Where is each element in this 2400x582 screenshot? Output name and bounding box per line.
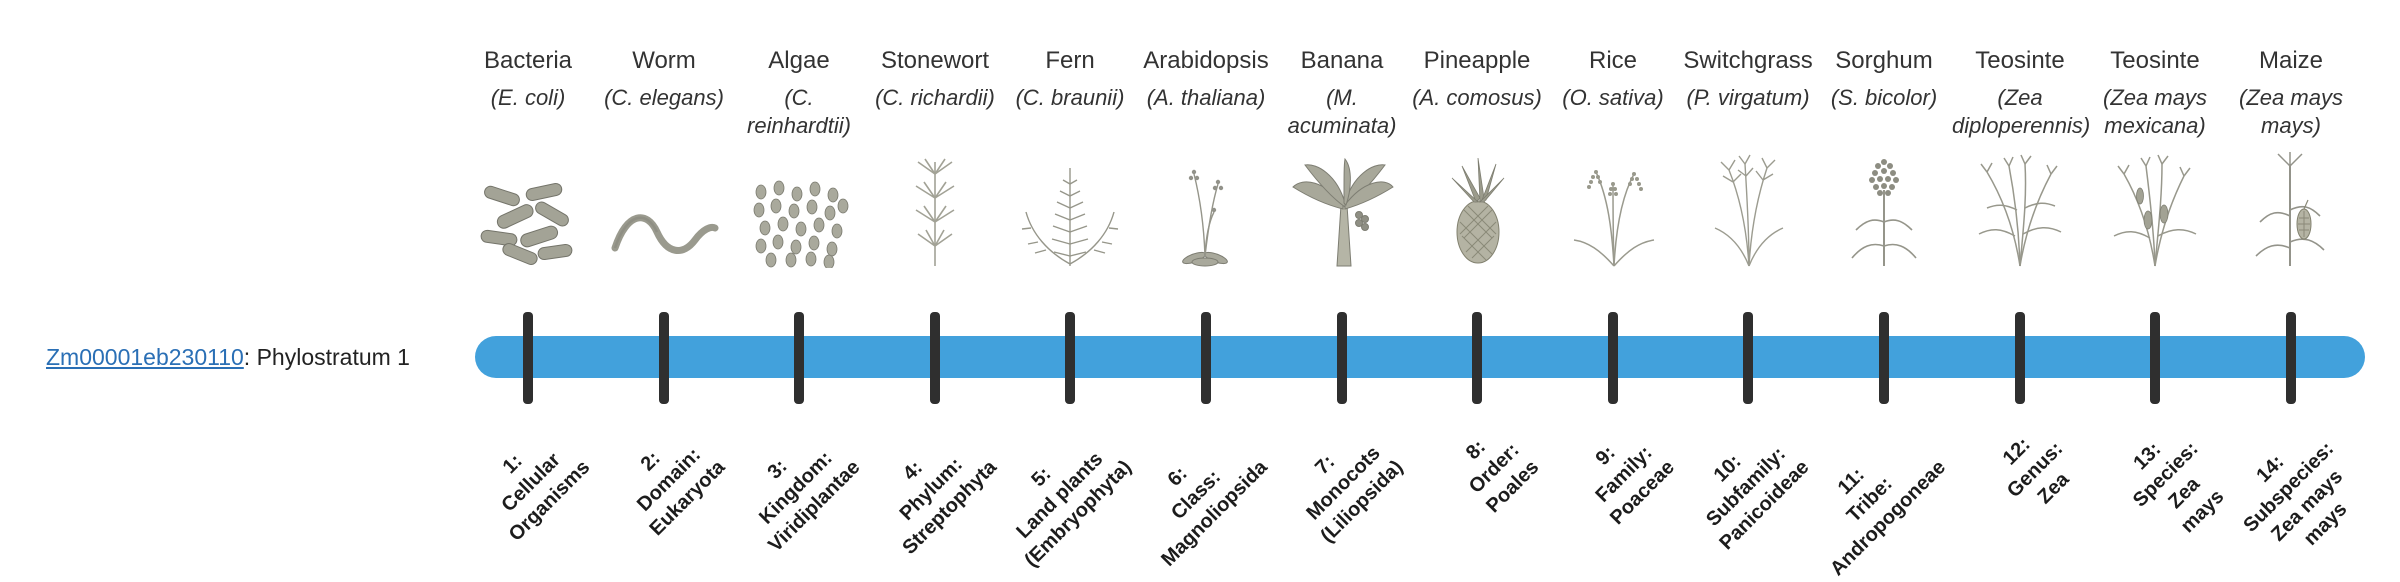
timeline-tick <box>2150 312 2160 404</box>
organism-scientific-name: (C. elegans) <box>604 85 724 110</box>
organism-common-name: Arabidopsis <box>1143 47 1269 74</box>
phylostratum-bar <box>475 336 2365 378</box>
organism-column: Pineapple (A. comosus) <box>1409 46 1545 268</box>
sorghum-illustration <box>1816 150 1952 268</box>
organism-common-name: Pineapple <box>1423 47 1531 74</box>
rice-illustration <box>1545 150 1681 268</box>
organism-scientific-name: (Zea diploperennis) <box>1952 85 2091 138</box>
stratum-label: 9: Family: Poaceae <box>1591 441 1679 530</box>
bacteria-illustration <box>460 150 596 268</box>
organism-column: Rice (O. sativa) <box>1545 46 1681 268</box>
pineapple-illustration <box>1409 150 1545 268</box>
organism-common-name: Teosinte <box>2110 47 2200 74</box>
organism-scientific-name: (S. bicolor) <box>1830 85 1938 110</box>
organism-scientific-name: (C. reinhardtii) <box>747 85 851 138</box>
gene-link[interactable]: Zm00001eb230110 <box>46 344 244 370</box>
stratum-label: 3: Kingdom: Viridiplantae <box>755 447 865 557</box>
organism-common-name: Banana <box>1300 47 1384 74</box>
timeline-tick <box>659 312 669 404</box>
teosinte-diploperennis-illustration <box>1952 150 2088 268</box>
stratum-label: 1: Cellular Organisms <box>496 448 594 546</box>
organism-common-name: Maize <box>2258 47 2324 74</box>
organism-column: Switchgrass (P. virgatum) <box>1680 46 1816 268</box>
organism-common-name: Stonewort <box>880 47 990 74</box>
organism-column: Banana (M. acuminata) <box>1274 46 1410 268</box>
fern-illustration <box>1002 150 1138 268</box>
organism-scientific-name: (E. coli) <box>490 85 566 110</box>
organism-column: Maize (Zea mays mays) <box>2223 46 2359 268</box>
organism-column: Teosinte (Zea diploperennis) <box>1952 46 2091 268</box>
organism-common-name: Rice <box>1588 47 1637 74</box>
maize-illustration <box>2223 150 2359 268</box>
organism-common-name: Bacteria <box>483 47 573 74</box>
timeline-tick <box>794 312 804 404</box>
timeline-tick <box>1743 312 1753 404</box>
stratum-label: 7: Monocots (Liliopsida) <box>1302 442 1408 548</box>
stonewort-illustration <box>867 150 1003 268</box>
organism-column: Sorghum (S. bicolor) <box>1816 46 1952 268</box>
organism-scientific-name: (O. sativa) <box>1562 85 1664 110</box>
organism-scientific-name: (Zea mays mexicana) <box>2103 85 2207 138</box>
organism-scientific-name: (C. braunii) <box>1015 85 1125 110</box>
timeline-tick <box>1608 312 1618 404</box>
timeline-tick <box>1337 312 1347 404</box>
organism-common-name: Fern <box>1045 47 1095 74</box>
timeline-tick <box>1065 312 1075 404</box>
timeline-tick <box>1879 312 1889 404</box>
organism-scientific-name: (P. virgatum) <box>1686 85 1810 110</box>
organism-column: Arabidopsis (A. thaliana) <box>1138 46 1274 268</box>
arabidopsis-illustration <box>1138 150 1274 268</box>
gene-phylostratum-label: Zm00001eb230110: Phylostratum 1 <box>46 344 410 371</box>
algae-illustration <box>731 150 867 268</box>
stratum-label: 11: Tribe: Andropogoneae <box>1825 456 1950 581</box>
organism-column: Bacteria (E. coli) <box>460 46 596 268</box>
organism-scientific-name: (A. thaliana) <box>1146 85 1266 110</box>
phylostratum-text: : Phylostratum 1 <box>243 344 410 370</box>
organism-common-name: Sorghum <box>1835 47 1933 74</box>
organism-common-name: Algae <box>768 47 830 74</box>
stratum-label: 14: Subspecies: Zea mays mays <box>2239 437 2352 550</box>
stratum-label: 2: Domain: Eukaryota <box>633 443 730 541</box>
organism-column: Fern (C. braunii) <box>1002 46 1138 268</box>
organism-common-name: Worm <box>632 47 696 74</box>
switchgrass-illustration <box>1680 150 1816 268</box>
banana-illustration <box>1274 150 1410 268</box>
stratum-label: 10: Subfamily: Panicoideae <box>1702 442 1814 555</box>
teosinte-mexicana-illustration <box>2087 150 2223 268</box>
timeline-tick <box>1201 312 1211 404</box>
worm-illustration <box>596 150 732 268</box>
stratum-label: 4: Phylum: Streptophyta <box>895 453 1001 559</box>
organism-common-name: Teosinte <box>1975 47 2065 74</box>
organism-scientific-name: (Zea mays mays) <box>2239 85 2343 138</box>
timeline-tick <box>2015 312 2025 404</box>
stratum-label: 5: Land plants (Embryophyta) <box>1012 448 1136 572</box>
timeline-tick <box>2286 312 2296 404</box>
timeline-tick <box>930 312 940 404</box>
timeline-tick <box>1472 312 1482 404</box>
organism-scientific-name: (M. acuminata) <box>1287 85 1397 138</box>
organism-common-name: Switchgrass <box>1683 47 1813 74</box>
organism-column: Teosinte (Zea mays mexicana) <box>2087 46 2223 268</box>
stratum-label: 6: Class: Magnoliopsida <box>1157 456 1272 571</box>
organism-scientific-name: (C. richardii) <box>875 85 995 110</box>
organism-column: Stonewort (C. richardii) <box>867 46 1003 268</box>
organism-column: Algae (C. reinhardtii) <box>731 46 867 268</box>
timeline-tick <box>523 312 533 404</box>
stratum-label: 8: Order: Poales <box>1461 435 1543 518</box>
organism-column: Worm (C. elegans) <box>596 46 732 268</box>
stratum-label: 13: Species: Zea mays <box>2128 437 2229 538</box>
organism-scientific-name: (A. comosus) <box>1412 85 1542 110</box>
stratum-label: 12: Genus: Zea <box>1998 433 2074 509</box>
